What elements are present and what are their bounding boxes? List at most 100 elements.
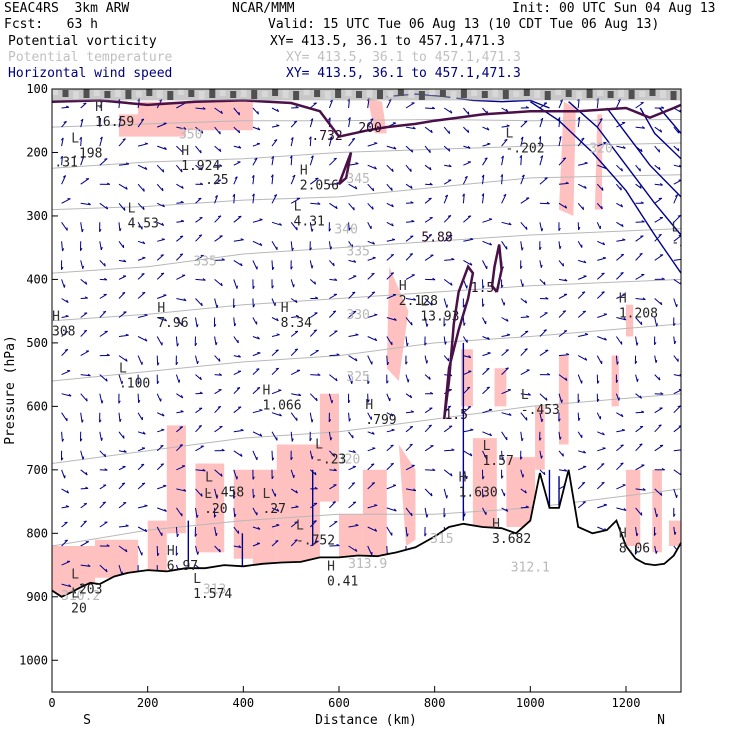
wind-vector: [175, 336, 178, 347]
wind-vector: [118, 431, 125, 439]
wind-vector: [578, 333, 589, 337]
upper-band-cell: [83, 89, 90, 98]
wind-vector-head: [198, 425, 202, 427]
wind-vector-head: [469, 453, 473, 457]
wind-vector: [654, 298, 663, 306]
extremum-value: .203: [71, 583, 102, 598]
wind-vector: [635, 393, 642, 399]
wind-vector-head: [144, 504, 148, 507]
wind-vector: [558, 450, 564, 457]
wind-vector: [195, 488, 203, 497]
wind-vector-head: [658, 424, 662, 427]
wind-vector: [348, 334, 359, 337]
wind-vector-head: [87, 564, 91, 567]
wind-vector-head: [470, 428, 474, 431]
wind-vector-head: [409, 253, 413, 255]
wind-vector: [137, 336, 148, 342]
wind-vector-head: [61, 438, 65, 442]
wind-vector: [558, 117, 561, 128]
wind-vector: [61, 488, 69, 494]
wind-vector-head: [581, 481, 585, 484]
wind-vector-head: [333, 262, 335, 267]
wind-vector: [654, 197, 663, 204]
theta-label: 330: [346, 308, 369, 323]
wind-vector-head: [64, 521, 68, 524]
wind-vector-head: [409, 394, 413, 399]
theta-contour-325: [52, 323, 681, 382]
wind-vector: [214, 107, 223, 115]
wind-vector: [482, 317, 487, 325]
wind-vector: [176, 274, 186, 280]
wind-vector-head: [583, 260, 587, 264]
wind-vector-head: [238, 112, 240, 116]
wind-vector: [501, 349, 509, 356]
upper-band-cell: [52, 89, 58, 95]
wind-vector-head: [678, 425, 681, 427]
wind-vector-head: [179, 253, 183, 256]
extremum-value: 7.96: [157, 316, 188, 331]
wind-vector-head: [583, 450, 586, 454]
wind-vector-head: [547, 372, 551, 376]
wind-vector-head: [562, 453, 564, 457]
wind-vector: [156, 336, 163, 346]
wind-vector: [462, 193, 465, 204]
wind-vector: [348, 482, 356, 490]
wind-vector: [367, 272, 375, 280]
wind-vector-head: [620, 444, 624, 446]
wind-vector: [424, 197, 432, 204]
wind-vector-head: [541, 418, 544, 423]
wind-vector-head: [62, 175, 66, 178]
theta-label: 350: [179, 128, 202, 143]
wind-vector: [673, 449, 681, 452]
wind-vector-head: [80, 118, 84, 122]
wind-vector-head: [467, 145, 471, 149]
wind-vector-head: [106, 544, 110, 547]
upper-band-cell: [293, 91, 300, 100]
wind-vector-head: [197, 360, 199, 365]
extremum-marker: L: [71, 587, 79, 602]
extremum-value: .25: [205, 173, 228, 188]
wind-vector: [463, 161, 472, 166]
pv-fill-layer: [52, 98, 681, 597]
wind-vector-head: [160, 444, 164, 447]
wind-vector: [156, 445, 164, 452]
wind-vector: [386, 221, 394, 227]
pv-fill-patch: [276, 444, 320, 562]
wind-vector: [462, 176, 468, 185]
wind-vector: [137, 526, 148, 533]
wind-vector: [233, 355, 241, 358]
wind-vector-head: [64, 539, 68, 542]
wind-vector-head: [80, 438, 83, 442]
wind-vector-head: [411, 322, 413, 326]
wind-vector-head: [393, 317, 397, 321]
wind-vector-head: [656, 323, 658, 327]
wind-vector-head: [125, 162, 130, 165]
wind-vector: [157, 429, 165, 433]
wind-vector: [195, 317, 198, 328]
wind-vector: [214, 195, 218, 204]
wind-vector-head: [660, 301, 663, 305]
wind-vector-head: [487, 336, 490, 340]
wind-vector-head: [450, 282, 453, 286]
wind-vector: [386, 355, 388, 365]
wind-vector-head: [276, 508, 280, 512]
wind-vector: [195, 298, 203, 307]
wind-vector-head: [616, 361, 619, 365]
wind-vector-head: [311, 456, 314, 460]
wind-vector: [176, 426, 184, 433]
wind-vector: [157, 317, 167, 322]
wind-vector-head: [313, 102, 317, 104]
wind-vector: [654, 488, 663, 496]
wind-vector-head: [601, 291, 605, 293]
wind-vector-head: [444, 341, 447, 345]
wind-vector-head: [489, 433, 492, 437]
pv-contour: [442, 264, 475, 420]
wind-vector: [61, 583, 72, 588]
wind-vector-head: [259, 242, 263, 246]
wind-vector: [367, 504, 378, 509]
y-tick-label: 300: [26, 209, 48, 223]
wind-vector: [99, 241, 102, 250]
wind-vector-head: [623, 317, 627, 321]
wind-vector: [156, 202, 165, 208]
wind-vector: [386, 183, 393, 191]
